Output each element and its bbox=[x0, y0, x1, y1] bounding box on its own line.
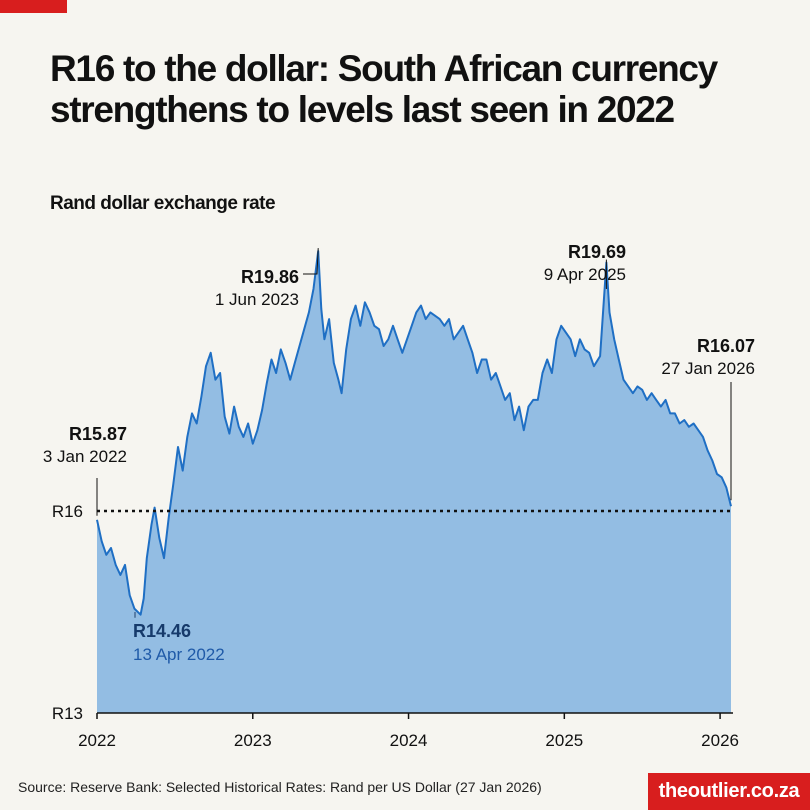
x-tick-label: 2023 bbox=[234, 731, 272, 750]
x-tick-label: 2025 bbox=[545, 731, 583, 750]
annotation-value: R14.46 bbox=[133, 621, 191, 641]
source-note: Source: Reserve Bank: Selected Historica… bbox=[18, 779, 542, 795]
annotation-value: R15.87 bbox=[69, 424, 127, 444]
top-accent-bar bbox=[0, 0, 67, 13]
y-tick-label: R13 bbox=[52, 704, 83, 723]
x-tick-label: 2024 bbox=[390, 731, 428, 750]
annotation-value: R19.86 bbox=[241, 267, 299, 287]
x-tick-label: 2022 bbox=[78, 731, 116, 750]
annotation-value: R19.69 bbox=[568, 242, 626, 262]
callout-line bbox=[303, 248, 319, 275]
annotation-date: 9 Apr 2025 bbox=[544, 265, 626, 284]
y-tick-label: R16 bbox=[52, 502, 83, 521]
x-tick-label: 2026 bbox=[701, 731, 739, 750]
annotation-date: 3 Jan 2022 bbox=[43, 447, 127, 466]
annotation-date: 1 Jun 2023 bbox=[215, 290, 299, 309]
annotation-date: 27 Jan 2026 bbox=[661, 359, 755, 378]
annotation-date: 13 Apr 2022 bbox=[133, 645, 225, 664]
brand-badge[interactable]: theoutlier.co.za bbox=[648, 773, 810, 810]
series-line bbox=[96, 250, 732, 616]
annotation-value: R16.07 bbox=[697, 336, 755, 356]
chart-subtitle: Rand dollar exchange rate bbox=[50, 193, 276, 214]
chart-title: R16 to the dollar: South African currenc… bbox=[50, 48, 718, 130]
series-area bbox=[97, 251, 731, 713]
